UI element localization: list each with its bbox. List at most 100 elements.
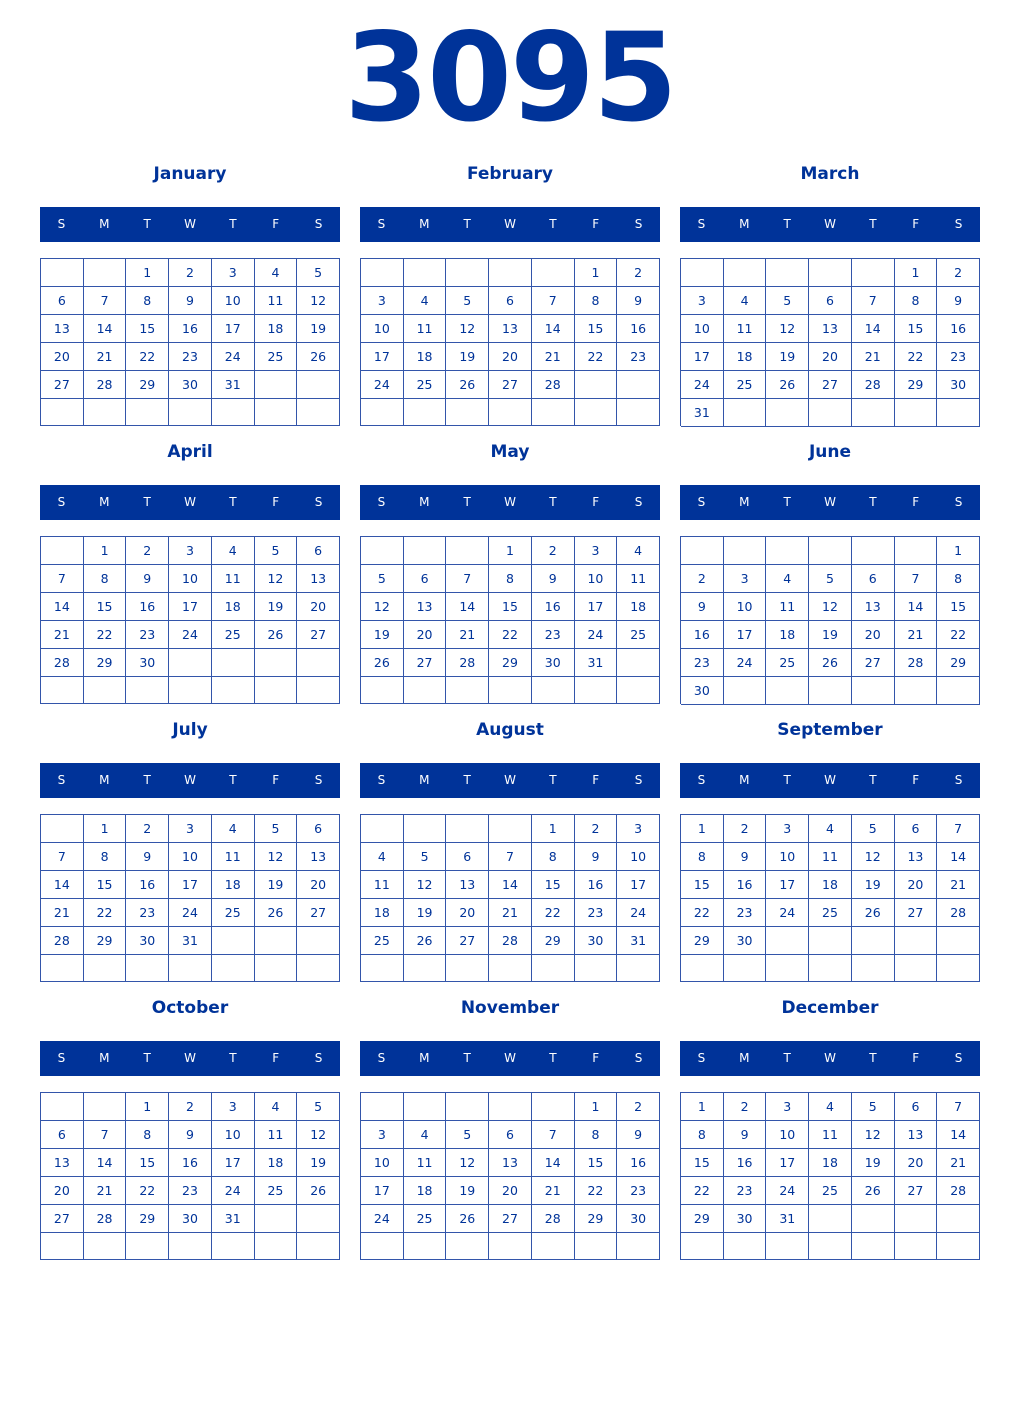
day-cell: 2 <box>169 1093 212 1121</box>
day-cell <box>851 399 895 427</box>
day-cell: 31 <box>766 1205 810 1233</box>
day-cell <box>297 1205 340 1233</box>
day-cell: 1 <box>574 259 618 287</box>
day-cell <box>681 259 724 287</box>
day-grid: 1 2 3 4 5 6 7 8 9 10 11 12 13 14 15 16 17 18 19 20 21 22 23 24 2… <box>360 1092 660 1260</box>
day-cell: 4 <box>809 815 852 843</box>
day-cell <box>894 927 938 955</box>
day-cell: 28 <box>83 1205 127 1233</box>
month-title: October <box>151 998 229 1018</box>
day-cell <box>489 1233 532 1260</box>
weekday-label: S <box>697 495 706 509</box>
weekday-label: M <box>739 495 750 509</box>
day-cell: 17 <box>766 871 810 899</box>
day-cell <box>361 1093 404 1121</box>
weekday-label: M <box>99 773 110 787</box>
weekday-label: S <box>314 1051 323 1065</box>
day-cell: 10 <box>723 593 767 621</box>
day-cell: 28 <box>531 1205 575 1233</box>
day-cell: 29 <box>83 649 127 677</box>
weekday-label: S <box>634 1051 643 1065</box>
day-cell: 10 <box>211 287 255 315</box>
day-cell: 26 <box>446 1205 490 1233</box>
day-cell: 8 <box>83 843 127 871</box>
day-cell: 29 <box>83 927 127 955</box>
day-cell: 12 <box>254 843 298 871</box>
day-cell: 5 <box>766 287 810 315</box>
day-cell <box>169 1233 212 1260</box>
day-cell: 25 <box>403 1205 447 1233</box>
day-cell: 10 <box>574 565 618 593</box>
month-may: May S M T W T F S 1 2 3 4 5 6 7 8 9 10 11 12 13 14 15 16 17 18 19 2… <box>360 438 660 708</box>
day-cell: 14 <box>894 593 938 621</box>
day-cell <box>617 955 660 982</box>
day-cell <box>723 399 767 427</box>
day-cell <box>489 259 532 287</box>
weekday-label: S <box>377 217 386 231</box>
day-cell <box>766 259 810 287</box>
day-cell <box>766 677 810 705</box>
day-cell: 12 <box>446 1149 490 1177</box>
day-cell <box>446 955 490 982</box>
day-cell: 16 <box>723 1149 767 1177</box>
day-cell: 30 <box>937 371 980 399</box>
day-cell: 15 <box>126 315 170 343</box>
day-cell <box>403 537 447 565</box>
day-cell <box>446 399 490 426</box>
day-cell: 28 <box>489 927 532 955</box>
day-cell: 8 <box>489 565 532 593</box>
day-cell: 2 <box>723 815 767 843</box>
day-cell: 1 <box>681 815 724 843</box>
day-cell: 5 <box>403 843 447 871</box>
day-cell: 13 <box>489 315 532 343</box>
day-cell: 16 <box>531 593 575 621</box>
day-cell: 24 <box>574 621 618 649</box>
day-cell: 25 <box>254 1177 298 1205</box>
day-cell: 20 <box>489 343 532 371</box>
day-cell: 22 <box>681 899 724 927</box>
day-cell: 16 <box>681 621 724 649</box>
weekday-label: T <box>549 495 557 509</box>
weekday-label: S <box>314 217 323 231</box>
day-cell <box>297 399 340 426</box>
day-cell: 6 <box>41 287 84 315</box>
day-cell <box>937 927 980 955</box>
weekday-label: S <box>57 495 66 509</box>
day-cell <box>41 259 84 287</box>
day-cell: 16 <box>126 871 170 899</box>
day-cell <box>41 1233 84 1260</box>
day-cell <box>809 259 852 287</box>
day-cell <box>531 259 575 287</box>
day-cell: 17 <box>574 593 618 621</box>
day-cell: 29 <box>937 649 980 677</box>
day-cell: 3 <box>169 815 212 843</box>
day-cell <box>361 537 404 565</box>
day-cell <box>446 259 490 287</box>
day-cell: 3 <box>723 565 767 593</box>
day-cell: 4 <box>723 287 767 315</box>
weekday-label: F <box>912 773 920 787</box>
day-cell: 31 <box>211 1205 255 1233</box>
day-cell: 5 <box>361 565 404 593</box>
day-cell: 6 <box>809 287 852 315</box>
day-cell: 25 <box>211 621 255 649</box>
day-cell <box>446 677 490 704</box>
day-cell <box>254 371 298 399</box>
day-cell: 15 <box>83 593 127 621</box>
day-cell: 29 <box>681 1205 724 1233</box>
day-grid: 1 2 3 4 5 6 7 8 9 10 11 12 13 14 15 16 17 18 19 20 21 22 23 24 2… <box>40 258 340 426</box>
day-cell: 1 <box>937 537 980 565</box>
day-cell <box>254 399 298 426</box>
day-cell: 25 <box>403 371 447 399</box>
day-cell: 7 <box>83 1121 127 1149</box>
day-cell: 3 <box>574 537 618 565</box>
day-cell <box>126 677 170 704</box>
weekday-label: T <box>783 495 791 509</box>
weekday-label: W <box>184 217 196 231</box>
day-cell <box>169 955 212 982</box>
day-cell: 19 <box>446 343 490 371</box>
month-title: September <box>777 720 883 740</box>
weekday-label: W <box>504 1051 516 1065</box>
